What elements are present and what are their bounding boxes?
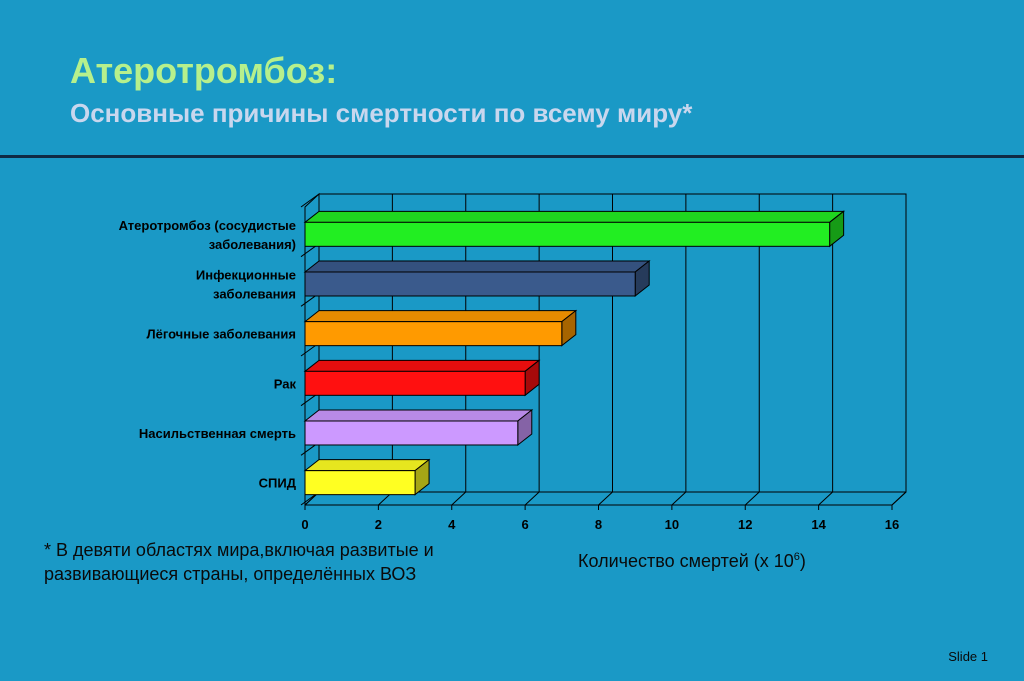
title-divider bbox=[0, 155, 1024, 158]
bar-top bbox=[303, 210, 846, 223]
category-label: Атеротромбоз (сосудистые заболевания) bbox=[119, 218, 296, 252]
bar-top bbox=[303, 310, 578, 323]
category-label-line: Лёгочные заболевания bbox=[146, 327, 296, 342]
category-label: Насильственная смерть bbox=[139, 426, 296, 441]
slide-subtitle: Основные причины смертности по всему мир… bbox=[70, 98, 693, 128]
x-tick-label: 10 bbox=[665, 517, 679, 532]
x-axis-title-text: Количество смертей (x 10 bbox=[578, 551, 794, 571]
bar bbox=[303, 458, 431, 496]
floor-gridline bbox=[451, 491, 467, 506]
slide-number: Slide 1 bbox=[948, 649, 988, 664]
x-axis-title: Количество смертей (x 106) bbox=[578, 551, 806, 572]
category-label: Рак bbox=[274, 376, 297, 391]
floor-gridline bbox=[818, 491, 833, 506]
bar-front bbox=[304, 221, 831, 247]
category-label-line: Атеротромбоз (сосудистые bbox=[119, 218, 296, 233]
x-tick-label: 2 bbox=[375, 517, 382, 532]
slide-title: Атеротромбоз: bbox=[70, 50, 338, 91]
category-label-line: Инфекционные bbox=[196, 267, 296, 282]
footnote: * В девяти областях мира,включая развиты… bbox=[44, 540, 434, 584]
x-tick-label: 4 bbox=[448, 517, 456, 532]
bar bbox=[303, 259, 651, 298]
floor-gridline bbox=[524, 491, 540, 506]
x-tick-label: 16 bbox=[885, 517, 899, 532]
floor-gridline bbox=[598, 491, 613, 506]
bar bbox=[303, 210, 846, 248]
bar-top bbox=[303, 260, 651, 273]
bar bbox=[303, 359, 541, 397]
category-label-line: заболевания) bbox=[209, 237, 296, 252]
category-label-line: Рак bbox=[274, 376, 297, 391]
x-tick-label: 0 bbox=[301, 517, 308, 532]
category-label-line: Насильственная смерть bbox=[139, 426, 296, 441]
x-axis-title-exponent: 6 bbox=[793, 551, 800, 563]
category-label: Инфекционные заболевания bbox=[196, 267, 296, 301]
category-label: Лёгочные заболевания bbox=[146, 327, 296, 342]
category-separator bbox=[300, 193, 320, 208]
bar-front bbox=[304, 470, 416, 496]
floor-gridline bbox=[744, 491, 760, 506]
bar-top bbox=[303, 459, 431, 472]
x-tick-label: 6 bbox=[522, 517, 529, 532]
floor-edge bbox=[891, 491, 907, 506]
bar-front bbox=[304, 321, 563, 347]
category-label-line: заболевания bbox=[213, 286, 296, 301]
x-tick-label: 14 bbox=[811, 517, 826, 532]
bar-top bbox=[303, 409, 534, 422]
x-axis-title-close: ) bbox=[799, 551, 806, 571]
category-label-line: СПИД bbox=[259, 476, 297, 491]
bar-front bbox=[304, 420, 519, 446]
bar bbox=[303, 309, 578, 347]
bar-front bbox=[304, 271, 636, 297]
bar-front bbox=[304, 370, 526, 396]
bar-top bbox=[303, 359, 541, 372]
x-tick-label: 8 bbox=[595, 517, 602, 532]
x-tick-label: 12 bbox=[738, 517, 752, 532]
floor-gridline bbox=[671, 491, 687, 506]
category-label: СПИД bbox=[259, 476, 297, 491]
bar bbox=[303, 408, 534, 447]
